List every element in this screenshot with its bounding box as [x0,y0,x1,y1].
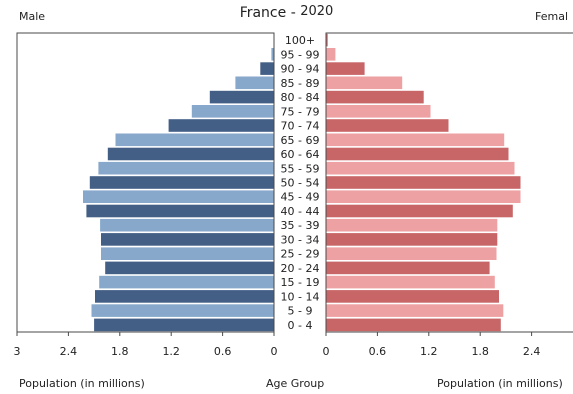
male-bar [101,247,274,260]
male-bar [89,176,274,189]
age-group-label: 25 - 29 [281,248,320,261]
x-tick-label-right: 1.2 [420,345,438,358]
age-group-label: 75 - 79 [281,105,320,118]
age-group-label: 100+ [285,34,315,47]
female-bar [326,290,499,303]
age-group-label: 40 - 44 [281,205,320,218]
male-bar [168,119,274,132]
male-bar [83,190,274,203]
male-bar [107,147,274,161]
age-group-label: 5 - 9 [288,305,313,318]
female-bar [326,318,501,332]
axis-tick-labels: 3 2.4 1.8 1.2 0.6 0 0 0.6 1.2 1.8 2.4 [14,345,541,358]
age-group-label: 55 - 59 [281,162,320,175]
male-bar [95,290,274,303]
female-header: Femal [535,10,569,23]
age-group-label: 60 - 64 [281,148,320,161]
x-tick-label-right: 2.4 [523,345,541,358]
x-tick-label-right: 0 [323,345,330,358]
chart-year: 2020 [300,4,334,19]
age-group-label: 15 - 19 [281,276,320,289]
female-plot-frame [325,32,573,333]
female-bar [326,48,336,61]
female-bar [326,233,498,246]
female-bar [326,105,431,118]
male-bar [191,105,274,118]
male-bar [94,318,274,332]
age-group-label: 0 - 4 [288,319,313,332]
age-group-label: 85 - 89 [281,77,320,90]
male-bars [83,33,275,332]
male-bar [115,133,274,147]
female-bar [326,261,490,275]
age-group-label: 90 - 94 [281,63,320,76]
female-bar [326,119,449,132]
age-group-label: 35 - 39 [281,219,320,232]
x-tick-label-left: 1.2 [162,345,180,358]
female-bar [326,161,515,175]
chart-title-text: France - [239,5,296,21]
female-bar [326,133,505,147]
male-bar [209,90,275,104]
male-bar [99,275,274,289]
x-tick-label-right: 1.8 [471,345,489,358]
male-header: Male [19,10,46,23]
age-group-label: 20 - 24 [281,262,320,275]
x-tick-label-left: 2.4 [60,345,78,358]
x-tick-label-left: 0.6 [214,345,232,358]
female-bar [326,33,328,47]
x-tick-label-left: 0 [271,345,278,358]
male-bar [105,261,274,275]
x-axis-label-center: Age Group [266,377,325,390]
male-bar [101,233,274,246]
male-bar [260,62,274,75]
age-group-label: 65 - 69 [281,134,320,147]
female-bars [326,33,521,332]
female-bar [326,190,521,203]
male-bar [100,218,274,232]
female-bar [326,304,504,317]
x-axis-label-left: Population (in millions) [19,377,145,390]
female-bar [326,204,513,218]
x-axis-label-right: Population (in millions) [437,377,563,390]
age-group-label: 80 - 84 [281,91,320,104]
x-tick-label-right: 0.6 [369,345,387,358]
male-bar [271,48,274,61]
male-plot-frame [16,32,275,333]
age-group-label: 95 - 99 [281,48,320,61]
x-tick-label-left: 1.8 [111,345,129,358]
female-bar [326,218,498,232]
age-group-label: 45 - 49 [281,191,320,204]
age-group-label: 70 - 74 [281,120,320,133]
female-bar [326,147,509,161]
female-bar [326,90,424,104]
female-bar [326,62,365,75]
age-group-label: 30 - 34 [281,234,320,247]
male-bar [98,161,275,175]
female-bar [326,176,521,189]
age-group-label: 10 - 14 [281,290,320,303]
x-tick-label-left: 3 [14,345,21,358]
axis-ticks [16,332,533,336]
female-bar [326,275,495,289]
male-bar [91,304,274,317]
female-bar [326,247,497,260]
male-bar [235,76,274,90]
female-bar [326,76,403,90]
age-group-label: 50 - 54 [281,177,320,190]
chart-title: France - 2020 [0,4,573,21]
plot-frames [16,32,573,333]
male-bar [86,204,275,218]
